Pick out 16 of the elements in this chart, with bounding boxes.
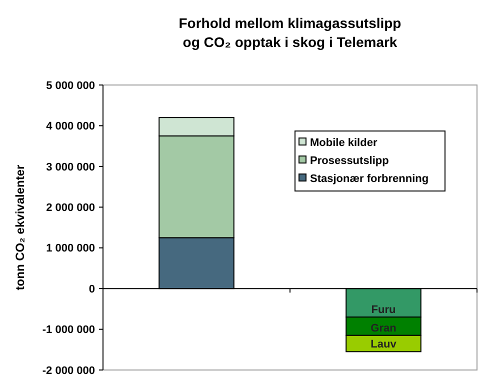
series-label: Lauv — [370, 338, 398, 351]
legend-label: Stasjonær forbrenning — [310, 173, 429, 185]
y-axis-title: tonn CO₂ ekvivalenter — [13, 164, 27, 290]
y-tick-label: -1 000 000 — [42, 324, 95, 336]
y-tick-label: 3 000 000 — [46, 161, 95, 174]
y-tick-label: 0 — [88, 283, 95, 296]
legend-label: Prosessutslipp — [310, 155, 390, 167]
y-tick-label: 2 000 000 — [46, 202, 95, 214]
y-tick-label: -2 000 000 — [42, 364, 95, 377]
legend-label: Mobile kilder — [310, 137, 378, 149]
y-tick-label: 5 000 000 — [46, 80, 95, 92]
series-label: Furu — [371, 304, 396, 316]
chart-title: Forhold mellom klimagassutslipp og CO₂ opptak i skog i Telemark — [178, 15, 402, 50]
series-label: Gran — [370, 322, 397, 334]
y-tick-label: 1 000 000 — [46, 242, 95, 255]
y-tick-label: 4 000 000 — [46, 120, 95, 133]
